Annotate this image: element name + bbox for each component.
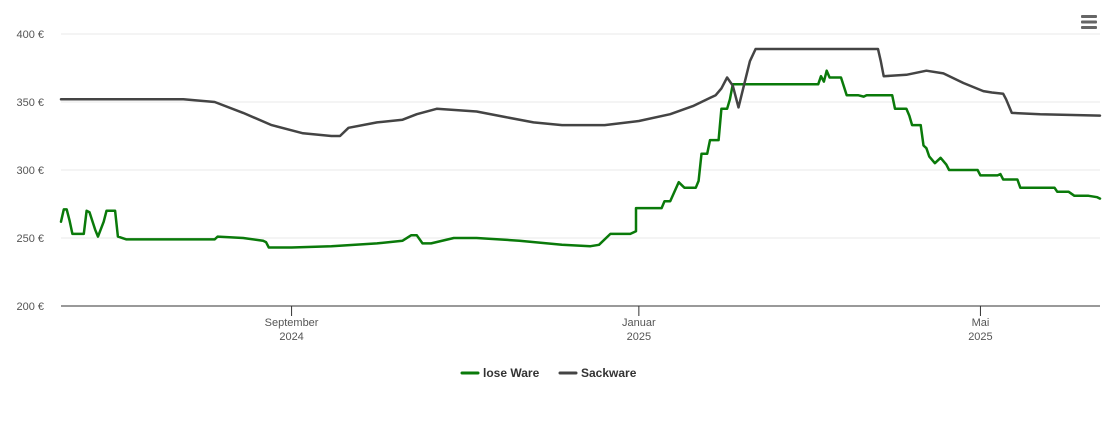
legend-label: Sackware: [581, 366, 637, 380]
hamburger-menu-icon[interactable]: [1078, 12, 1100, 32]
y-tick-label: 300 €: [16, 165, 44, 177]
legend: lose Ware Sackware: [460, 366, 637, 380]
x-tick-label-year: 2025: [968, 331, 992, 343]
y-tick-label: 250 €: [16, 233, 44, 245]
x-tick-label-month: Januar: [622, 317, 656, 329]
legend-item-sackware[interactable]: Sackware: [558, 366, 637, 380]
y-tick-label: 200 €: [16, 301, 44, 313]
x-axis-ticks: September 2024 Januar 2025 Mai 2025: [265, 306, 993, 343]
y-axis-ticks: 200 € 250 € 300 € 350 € 400 €: [16, 29, 44, 313]
x-tick-label-year: 2025: [627, 331, 651, 343]
y-tick-label: 400 €: [16, 29, 44, 41]
y-gridlines: [61, 33, 1100, 239]
x-tick-label-month: September: [265, 317, 319, 329]
series-lines: [59, 47, 1102, 249]
series-line-lose-ware[interactable]: [59, 69, 1102, 249]
series-line-sackware[interactable]: [59, 47, 1102, 138]
y-tick-label: 350 €: [16, 97, 44, 109]
x-tick-label-year: 2024: [279, 331, 303, 343]
legend-label: lose Ware: [483, 366, 540, 380]
legend-item-lose-ware[interactable]: lose Ware: [460, 366, 540, 380]
x-tick-label-month: Mai: [972, 317, 990, 329]
